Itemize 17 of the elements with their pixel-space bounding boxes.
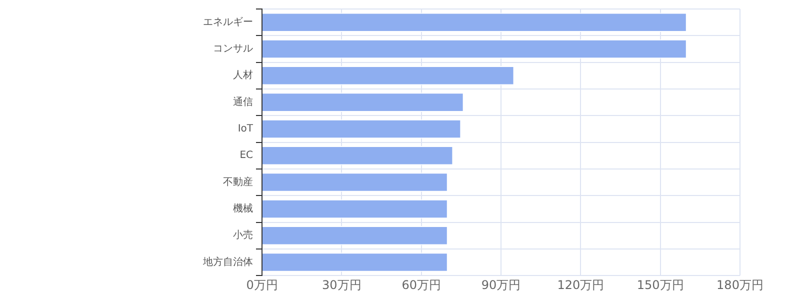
x-tick-label: 150万円 bbox=[636, 278, 684, 292]
x-tick-label: 30万円 bbox=[322, 278, 362, 292]
x-tick-label: 0万円 bbox=[246, 278, 278, 292]
y-tick-label: 地方自治体 bbox=[202, 256, 253, 268]
y-tick-label: エネルギー bbox=[203, 16, 253, 28]
y-tick-label: IoT bbox=[238, 124, 254, 135]
y-tick-label: EC bbox=[240, 150, 254, 162]
y-tick-label: 不動産 bbox=[223, 176, 253, 188]
x-tick-label: 90万円 bbox=[481, 278, 521, 292]
y-tick-label: 人材 bbox=[233, 69, 253, 82]
y-tick-label: コンサル bbox=[213, 44, 253, 55]
x-tick-label: 60万円 bbox=[402, 278, 441, 292]
x-tick-label: 180万円 bbox=[716, 278, 764, 292]
y-tick-label: 小売 bbox=[233, 229, 253, 242]
y-tick-label: 機械 bbox=[233, 202, 253, 215]
y-tick-label: 通信 bbox=[233, 96, 253, 108]
x-tick-label: 120万円 bbox=[557, 278, 604, 292]
